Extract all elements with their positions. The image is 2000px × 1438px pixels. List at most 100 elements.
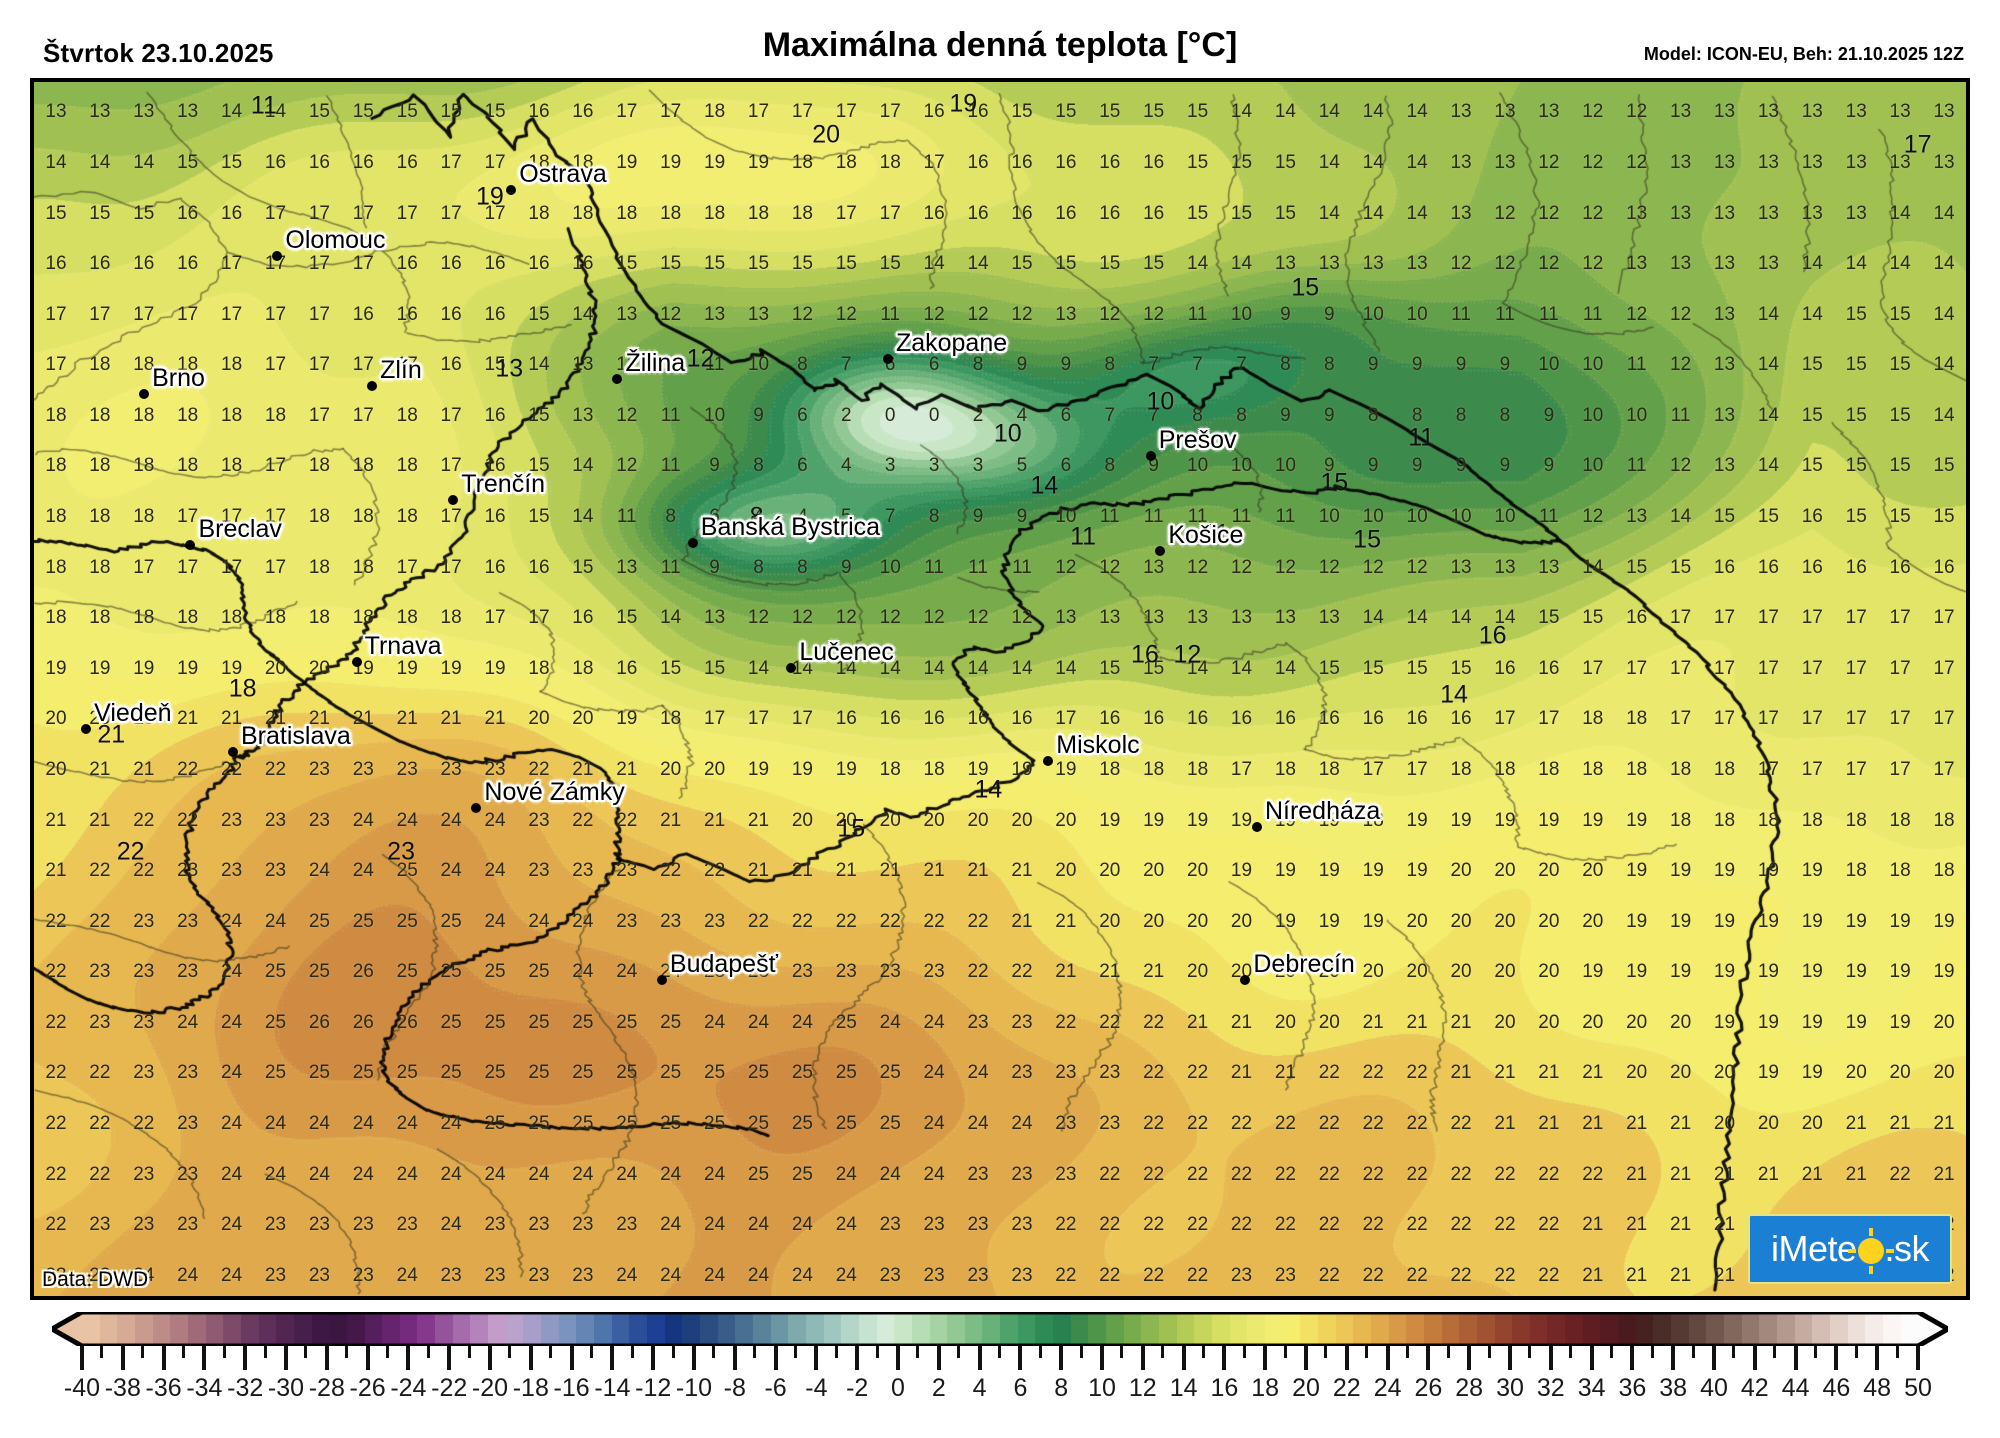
grid-temperature-value: 24 [484,809,506,831]
grid-temperature-value: 17 [221,556,243,578]
grid-temperature-value: 13 [45,101,67,123]
grid-temperature-value: 12 [1494,253,1516,275]
extremum-label: 15 [1291,273,1320,302]
grid-temperature-value: 13 [1450,101,1472,123]
city-dot-icon [139,388,150,399]
grid-temperature-value: 14 [660,607,682,629]
grid-temperature-value: 13 [1187,607,1209,629]
grid-temperature-value: 20 [1494,910,1516,932]
grid-temperature-value: 19 [1845,1011,1867,1033]
grid-temperature-value: 9 [1324,303,1335,325]
grid-temperature-value: 9 [841,556,852,578]
grid-temperature-value: 15 [1845,303,1867,325]
grid-temperature-value: 24 [660,1163,682,1185]
grid-temperature-value: 19 [835,758,857,780]
grid-temperature-value: 13 [1055,303,1077,325]
grid-temperature-value: 18 [221,455,243,477]
grid-temperature-value: 25 [879,1113,901,1135]
grid-temperature-value: 23 [177,910,199,932]
grid-temperature-value: 22 [616,809,638,831]
sun-icon [1847,1228,1884,1264]
grid-temperature-value: 22 [1099,1264,1121,1286]
grid-temperature-value: 17 [1670,607,1692,629]
grid-temperature-value: 22 [572,809,594,831]
grid-temperature-value: 6 [1060,404,1072,426]
grid-temperature-value: 16 [221,202,243,224]
grid-temperature-value: 24 [484,910,506,932]
grid-temperature-value: 15 [1055,253,1077,275]
grid-temperature-value: 18 [1099,758,1121,780]
grid-temperature-value: 11 [1275,506,1296,528]
temperature-map[interactable]: 13 13 13 13 14 14 15 15 15 15 15 16 16 17 17 18 17 17 17 17… [30,78,1970,1300]
grid-temperature-value: 20 [572,708,594,730]
grid-temperature-value: 24 [133,1264,155,1286]
grid-temperature-value: 22 [89,860,111,882]
grid-temperature-value: 17 [440,151,462,173]
grid-temperature-value: 13 [1757,151,1779,173]
grid-temperature-value: 18 [440,607,462,629]
grid-temperature-value: 21 [89,758,111,780]
grid-temperature-value: 14 [879,657,901,679]
temperature-field-canvas [34,82,1966,1296]
grid-temperature-value: 22 [1318,1062,1340,1084]
grid-temperature-value: 22 [704,860,726,882]
grid-temperature-value: 24 [747,1011,770,1033]
grid-temperature-value: 6 [1060,455,1072,477]
city-label: Olomouc [285,225,386,254]
grid-temperature-value: 25 [528,1113,550,1135]
grid-temperature-value: 20 [1494,1011,1516,1033]
grid-temperature-value: 6 [928,354,940,376]
grid-temperature-value: 9 [1280,404,1291,426]
grid-temperature-value: 20 [791,809,813,831]
grid-temperature-value: 22 [1889,1163,1911,1185]
grid-temperature-value: 13 [1670,202,1692,224]
grid-temperature-value: 25 [660,1011,682,1033]
grid-temperature-value: 23 [747,961,770,983]
grid-temperature-value: 23 [133,961,155,983]
grid-temperature-value: 25 [660,1113,682,1135]
grid-temperature-value: 16 [45,253,67,275]
grid-temperature-value: 16 [967,101,989,123]
grid-temperature-value: 19 [1801,1062,1823,1084]
grid-temperature-value: 12 [747,607,770,629]
grid-temperature-value: 17 [1933,657,1955,679]
city-label: Banská Bystrica [700,513,881,542]
grid-temperature-value: 23 [133,1163,155,1185]
grid-temperature-value: 17 [923,151,945,173]
grid-temperature-value: 24 [791,1214,813,1236]
grid-temperature-value: 21 [572,758,594,780]
grid-temperature-value: 16 [1099,151,1121,173]
grid-temperature-value: 19 [1933,910,1955,932]
imeteo-logo[interactable]: iMete .sk [1748,1214,1952,1284]
grid-temperature-value: 23 [967,1163,989,1185]
grid-temperature-value: 24 [704,1214,726,1236]
grid-temperature-value: 24 [616,1163,638,1185]
grid-temperature-value: 21 [133,758,155,780]
grid-temperature-value: 19 [45,657,67,679]
grid-temperature-value: 23 [133,910,155,932]
grid-temperature-value: 25 [835,1011,857,1033]
grid-temperature-value: 18 [133,506,155,528]
grid-temperature-value: 21 [440,708,462,730]
grid-temperature-value: 14 [1670,506,1692,528]
grid-temperature-value: 19 [1187,809,1209,831]
grid-temperature-value: 20 [1626,1011,1648,1033]
grid-temperature-value: 19 [1406,809,1428,831]
grid-temperature-value: 21 [1274,1062,1296,1084]
extremum-label: 10 [993,419,1022,448]
grid-temperature-value: 2 [841,404,852,426]
grid-temperature-value: 11 [924,556,944,578]
grid-temperature-value: 18 [791,151,813,173]
grid-temperature-value: 14 [1494,607,1516,629]
grid-temperature-value: 20 [1538,910,1560,932]
grid-temperature-value: 21 [396,708,418,730]
grid-temperature-value: 21 [1713,1214,1736,1236]
grid-temperature-value: 11 [1231,506,1252,528]
grid-temperature-value: 18 [879,758,901,780]
grid-temperature-value: 24 [177,1264,199,1286]
grid-temperature-value: 18 [879,151,901,173]
grid-temperature-value: 16 [1143,708,1165,730]
grid-temperature-value: 17 [177,506,199,528]
grid-temperature-value: 15 [1055,101,1077,123]
grid-temperature-value: 9 [972,506,984,528]
